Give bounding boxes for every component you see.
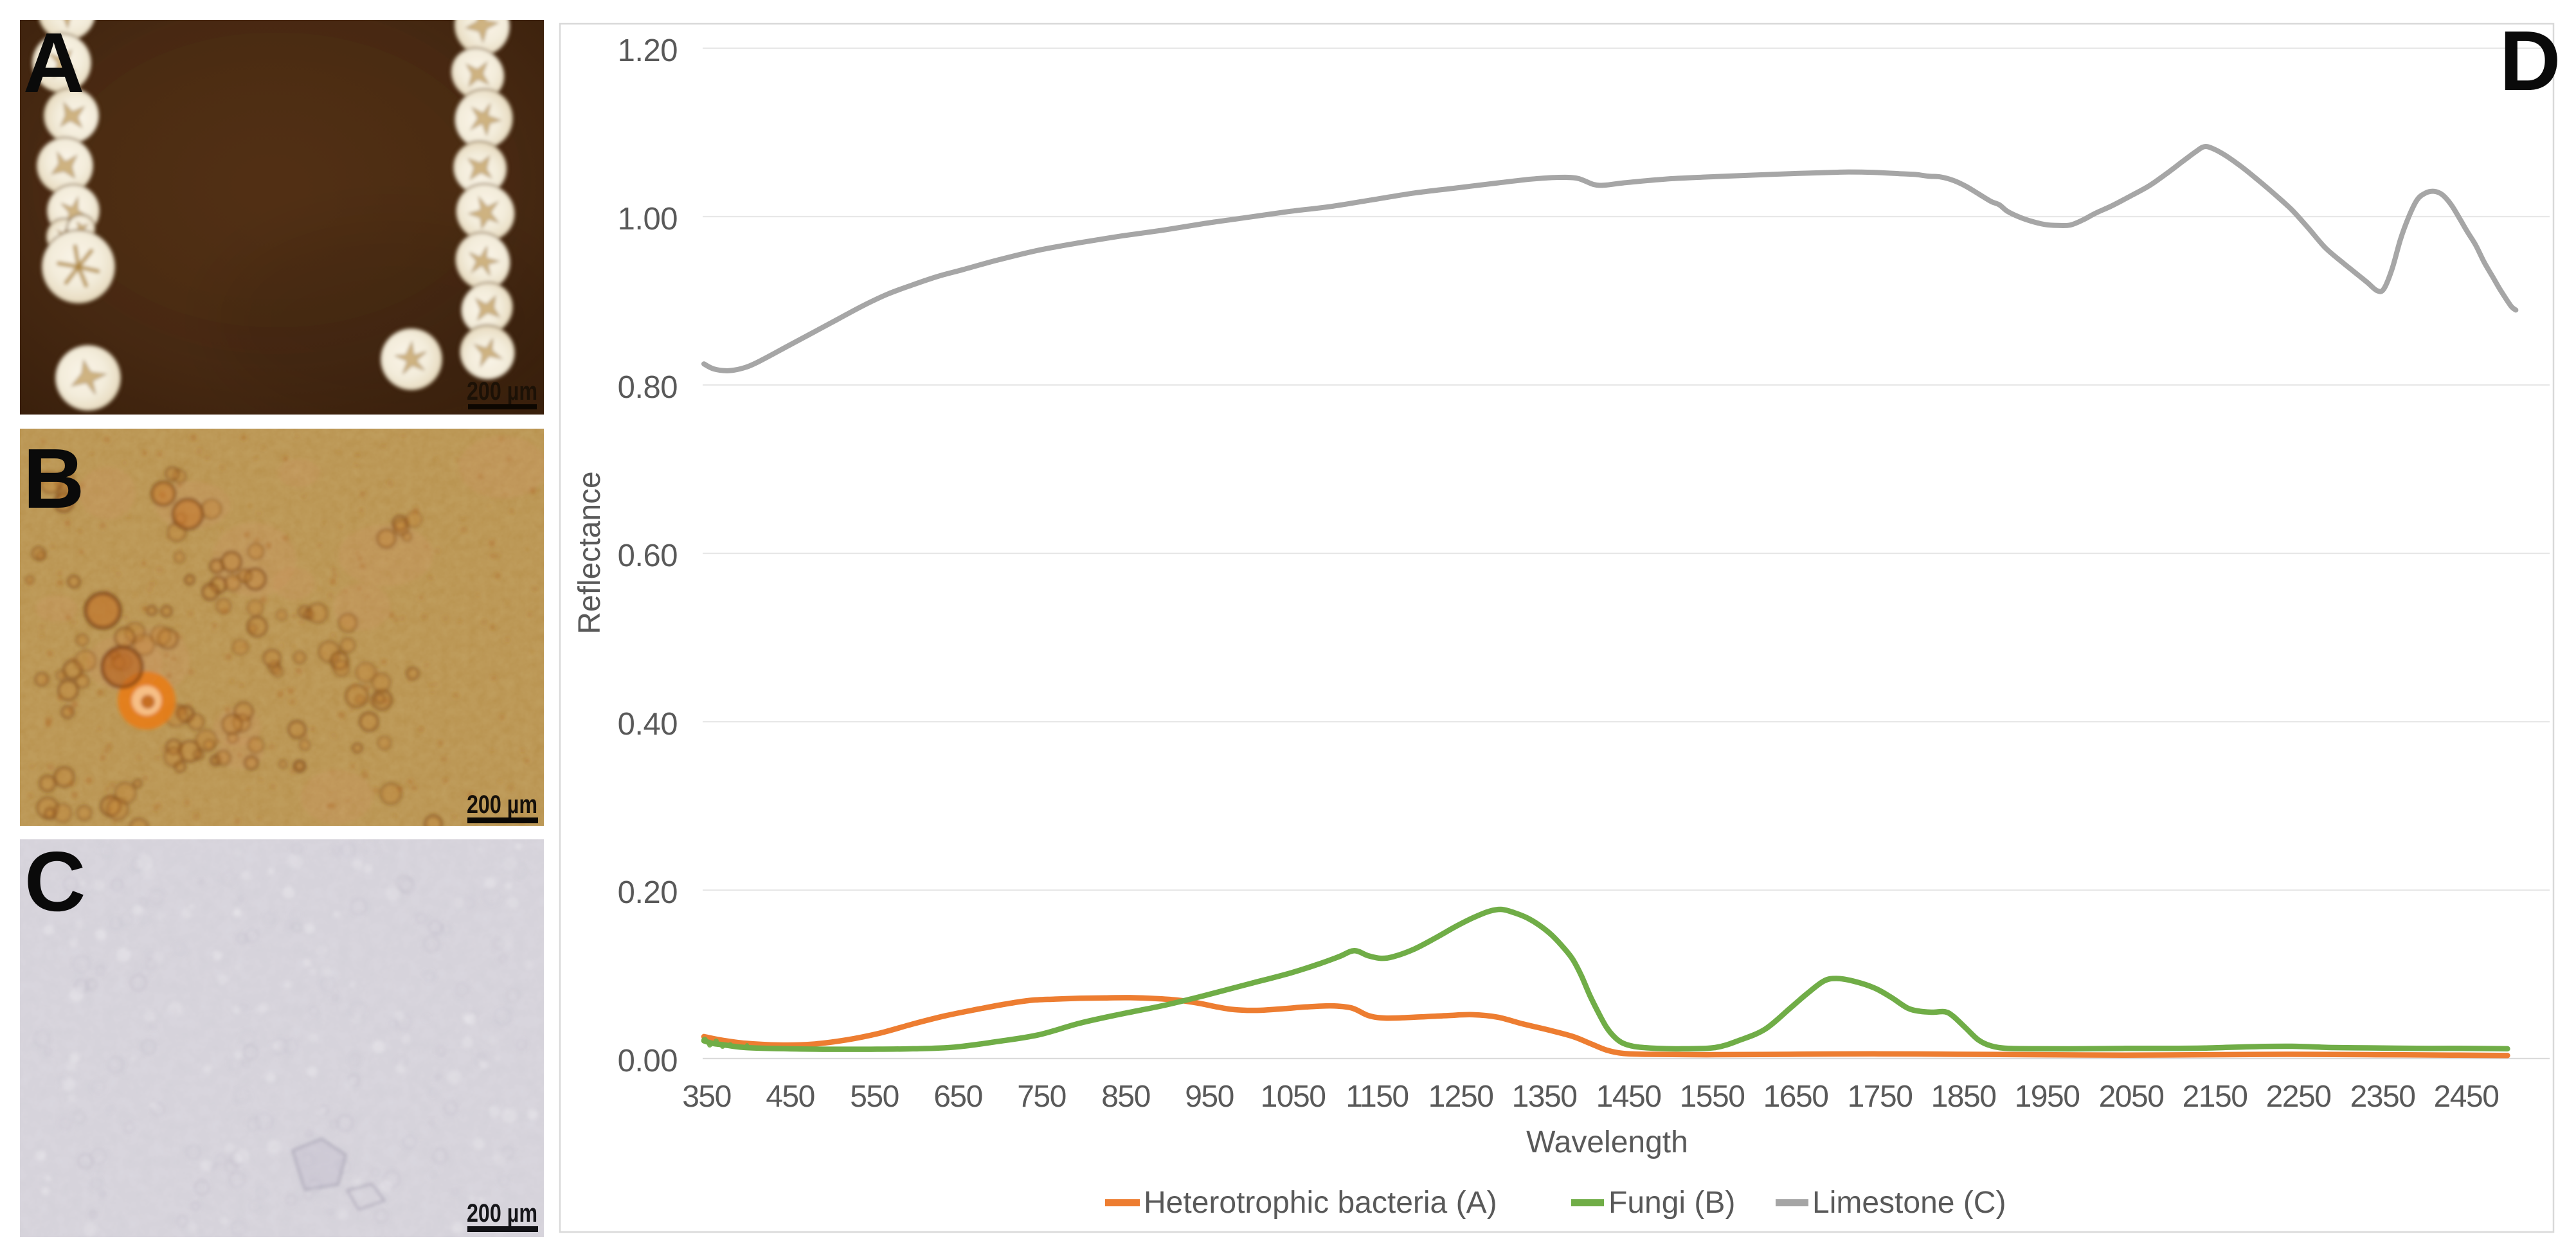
svg-text:2250: 2250 [2266,1080,2331,1114]
svg-text:950: 950 [1185,1080,1234,1114]
svg-text:1050: 1050 [1261,1080,1326,1114]
svg-text:0.20: 0.20 [618,875,678,910]
svg-text:1450: 1450 [1596,1080,1661,1114]
svg-text:Reflectance: Reflectance [573,471,607,634]
svg-text:1.00: 1.00 [618,202,678,237]
svg-text:1.20: 1.20 [618,33,678,68]
svg-text:650: 650 [933,1080,982,1114]
svg-text:1650: 1650 [1763,1080,1828,1114]
svg-text:1250: 1250 [1428,1080,1493,1114]
svg-text:750: 750 [1017,1080,1066,1114]
svg-text:1950: 1950 [2015,1080,2080,1114]
svg-text:D: D [2499,13,2561,108]
svg-text:450: 450 [766,1080,815,1114]
svg-text:850: 850 [1101,1080,1150,1114]
svg-text:1850: 1850 [1931,1080,1996,1114]
svg-text:1550: 1550 [1680,1080,1745,1114]
svg-text:200 µm: 200 µm [467,790,537,819]
svg-text:Limestone (C): Limestone (C) [1812,1186,2006,1220]
svg-text:2350: 2350 [2350,1080,2415,1114]
svg-text:2050: 2050 [2099,1080,2164,1114]
svg-text:2150: 2150 [2183,1080,2247,1114]
svg-text:0.60: 0.60 [618,539,678,573]
svg-text:A: A [23,15,84,110]
svg-text:Wavelength: Wavelength [1526,1125,1688,1159]
svg-text:200 µm: 200 µm [467,1199,537,1228]
svg-text:B: B [23,431,84,526]
svg-text:0.80: 0.80 [618,370,678,405]
svg-text:Fungi (B): Fungi (B) [1608,1186,1735,1220]
svg-text:350: 350 [682,1080,731,1114]
svg-text:0.40: 0.40 [618,707,678,742]
svg-text:Heterotrophic bacteria (A): Heterotrophic bacteria (A) [1144,1186,1497,1220]
svg-text:1750: 1750 [1848,1080,1913,1114]
svg-text:550: 550 [850,1080,899,1114]
svg-text:200 µm: 200 µm [467,377,537,406]
svg-text:1350: 1350 [1512,1080,1577,1114]
svg-text:C: C [24,834,86,929]
svg-text:1150: 1150 [1346,1080,1408,1114]
svg-text:2450: 2450 [2434,1080,2499,1114]
svg-text:0.00: 0.00 [618,1044,678,1078]
